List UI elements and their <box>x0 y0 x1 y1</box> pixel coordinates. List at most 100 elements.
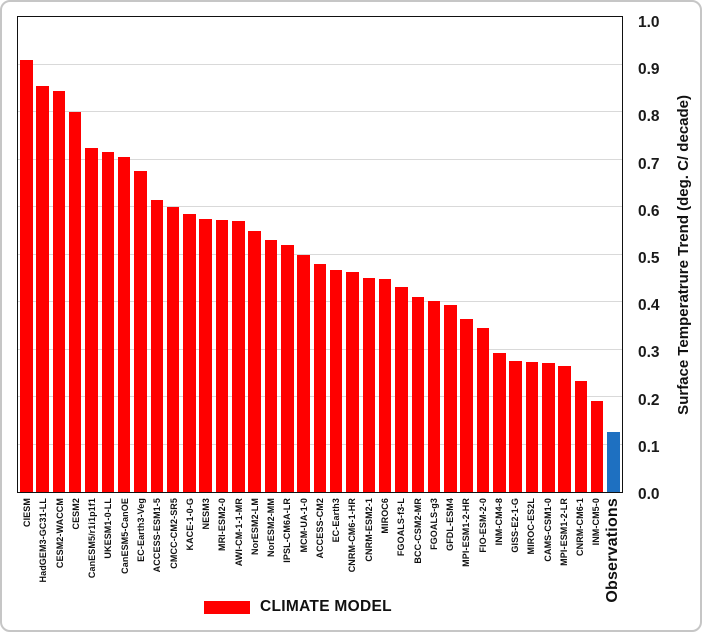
x-label-cesm2-waccm: CESM2-WACCM <box>54 498 65 569</box>
x-label-inm-cm4-8: INM-CM4-8 <box>493 498 504 546</box>
bar-observations <box>607 432 620 492</box>
x-slot-32: CAMS-CSM1-0 <box>540 498 556 620</box>
x-label-ec-earth3: EC-Earth3 <box>331 498 342 543</box>
bar-awi-cm-1-1-mr <box>232 221 245 492</box>
y-tick-0.2: 0.2 <box>638 391 660 409</box>
y-tick-0.0: 0.0 <box>638 486 660 503</box>
bar-mri-esm2-0 <box>215 220 229 492</box>
y-tick-0.9: 0.9 <box>638 61 660 79</box>
x-label-cnrm-cm6-1: CNRM-CM6-1 <box>575 498 586 556</box>
x-label-access-cm2: ACCESS-CM2 <box>314 498 325 559</box>
bar-ec-earth3 <box>329 269 343 492</box>
gridline <box>18 206 622 207</box>
x-slot-10: KACE-1-0-G <box>182 498 198 620</box>
bar-mpi-esm1-2-lr <box>558 365 571 492</box>
bar-canesm5-canoe <box>117 157 131 492</box>
x-label-noresm2-mm: NorESM2-MM <box>266 498 277 557</box>
x-label-canesm5-canoe: CanESM5-CanOE <box>119 498 130 574</box>
y-axis-title: Surface Temperatrure Trend (deg. C/ deca… <box>666 17 700 493</box>
bar-cnrm-cm6-1 <box>574 381 588 492</box>
x-slot-9: CMCC-CM2-SR5 <box>165 498 181 620</box>
x-label-nesm3: NESM3 <box>201 498 212 530</box>
x-label-cams-csm1-0: CAMS-CSM1-0 <box>542 498 553 562</box>
x-label-ipsl-cm6a-lr: IPSL-CM6A-LR <box>282 498 293 563</box>
x-slot-33: MPI-ESM1-2-LR <box>556 498 572 620</box>
bar-kace-1-0-g <box>183 214 196 492</box>
y-tick-0.8: 0.8 <box>638 108 660 126</box>
y-tick-0.7: 0.7 <box>638 155 660 173</box>
x-label-noresm2-lm: NorESM2-LM <box>249 498 260 555</box>
x-slot-27: MPI-ESM1-2-HR <box>458 498 474 620</box>
x-slot-35: INM-CM5-0 <box>588 498 604 620</box>
x-slot-34: CNRM-CM6-1 <box>572 498 588 620</box>
x-label-cnrm-cm6-1-hr: CNRM-CM6-1-HR <box>347 498 358 573</box>
y-tick-0.5: 0.5 <box>638 250 660 267</box>
x-slot-31: MIROC-ES2L <box>523 498 539 620</box>
bar-cmcc-cm2-sr5 <box>166 207 180 492</box>
bar-noresm2-lm <box>248 230 261 492</box>
x-label-miroc-es2l: MIROC-ES2L <box>526 498 537 555</box>
x-label-cmcc-cm2-sr5: CMCC-CM2-SR5 <box>168 498 179 569</box>
bar-inm-cm5-0 <box>590 400 604 492</box>
bar-mpi-esm1-2-hr <box>460 318 473 492</box>
y-tick-0.6: 0.6 <box>638 202 660 220</box>
x-label-fgoals-f3-l: FGOALS-f3-L <box>396 498 407 557</box>
bar-access-esm1-5 <box>150 199 163 492</box>
x-slot-5: UKESM1-0-LL <box>100 498 116 620</box>
x-slot-29: INM-CM4-8 <box>491 498 507 620</box>
x-slot-1: HadGEM3-GC31-LL <box>35 498 51 620</box>
gridline <box>18 253 622 255</box>
x-slot-6: CanESM5-CanOE <box>117 498 133 620</box>
y-tick-1.0: 1.0 <box>638 14 660 31</box>
bar-cesm2 <box>68 112 82 492</box>
x-label-cnrm-esm2-1: CNRM-ESM2-1 <box>363 498 374 562</box>
bar-hadgem3-gc31-ll <box>36 85 49 492</box>
x-label-canesm5-r1i1p1f1: CanESM5/r1i1p1f1 <box>87 498 98 579</box>
bar-ciesm <box>20 59 33 492</box>
x-label-mpi-esm1-2-lr: MPI-ESM1-2-LR <box>558 498 569 566</box>
bar-bcc-csm2-mr <box>411 297 424 492</box>
x-slot-3: CESM2 <box>68 498 84 620</box>
x-label-ciesm: CIESM <box>22 498 33 528</box>
bar-ukesm1-0-ll <box>101 152 115 492</box>
bar-fio-esm-2-0 <box>476 328 490 492</box>
x-label-mcm-ua-1-0: MCM-UA-1-0 <box>298 498 309 553</box>
x-slot-30: GISS-E2-1-G <box>507 498 523 620</box>
bar-miroc-es2l <box>525 362 539 492</box>
x-slot-4: CanESM5/r1i1p1f1 <box>84 498 100 620</box>
x-label-ukesm1-0-ll: UKESM1-0-LL <box>103 498 114 559</box>
x-label-observations: Observations <box>603 498 621 603</box>
x-slot-8: ACCESS-ESM1-5 <box>149 498 165 620</box>
bar-mcm-ua-1-0 <box>297 254 310 492</box>
x-slot-26: GFDL-ESM4 <box>442 498 458 620</box>
bar-access-cm2 <box>313 264 327 492</box>
bar-cnrm-esm2-1 <box>362 278 376 492</box>
bar-ipsl-cm6a-lr <box>281 245 294 492</box>
plot-area <box>17 16 623 493</box>
x-label-access-esm1-5: ACCESS-ESM1-5 <box>152 498 163 573</box>
x-label-bcc-csm2-mr: BCC-CSM2-MR <box>412 498 423 564</box>
bar-cesm2-waccm <box>52 90 66 492</box>
bar-canesm5-r1i1p1f1 <box>85 147 98 492</box>
x-label-fgoals-g3: FGOALS-g3 <box>428 498 439 550</box>
legend-label: CLIMATE MODEL <box>260 598 392 615</box>
x-label-mri-esm2-0: MRI-ESM2-0 <box>217 498 228 552</box>
gridline <box>18 158 622 160</box>
y-tick-0.3: 0.3 <box>638 344 660 362</box>
x-label-hadgem3-gc31-ll: HadGEM3-GC31-LL <box>38 498 49 583</box>
x-slot-36: Observations <box>603 498 621 620</box>
x-slot-7: EC-Earth3-Veg <box>133 498 149 620</box>
bar-fgoals-g3 <box>427 301 441 492</box>
x-slot-23: FGOALS-f3-L <box>393 498 409 620</box>
x-slot-0: CIESM <box>19 498 35 620</box>
bar-cams-csm1-0 <box>542 363 555 492</box>
gridline <box>18 111 622 112</box>
x-slot-28: FIO-ESM-2-0 <box>474 498 490 620</box>
bar-inm-cm4-8 <box>493 353 506 492</box>
bar-noresm2-mm <box>264 240 278 492</box>
x-label-gfdl-esm4: GFDL-ESM4 <box>445 498 456 551</box>
y-tick-0.4: 0.4 <box>638 297 660 315</box>
x-slot-2: CESM2-WACCM <box>52 498 68 620</box>
y-tick-0.1: 0.1 <box>638 438 660 456</box>
